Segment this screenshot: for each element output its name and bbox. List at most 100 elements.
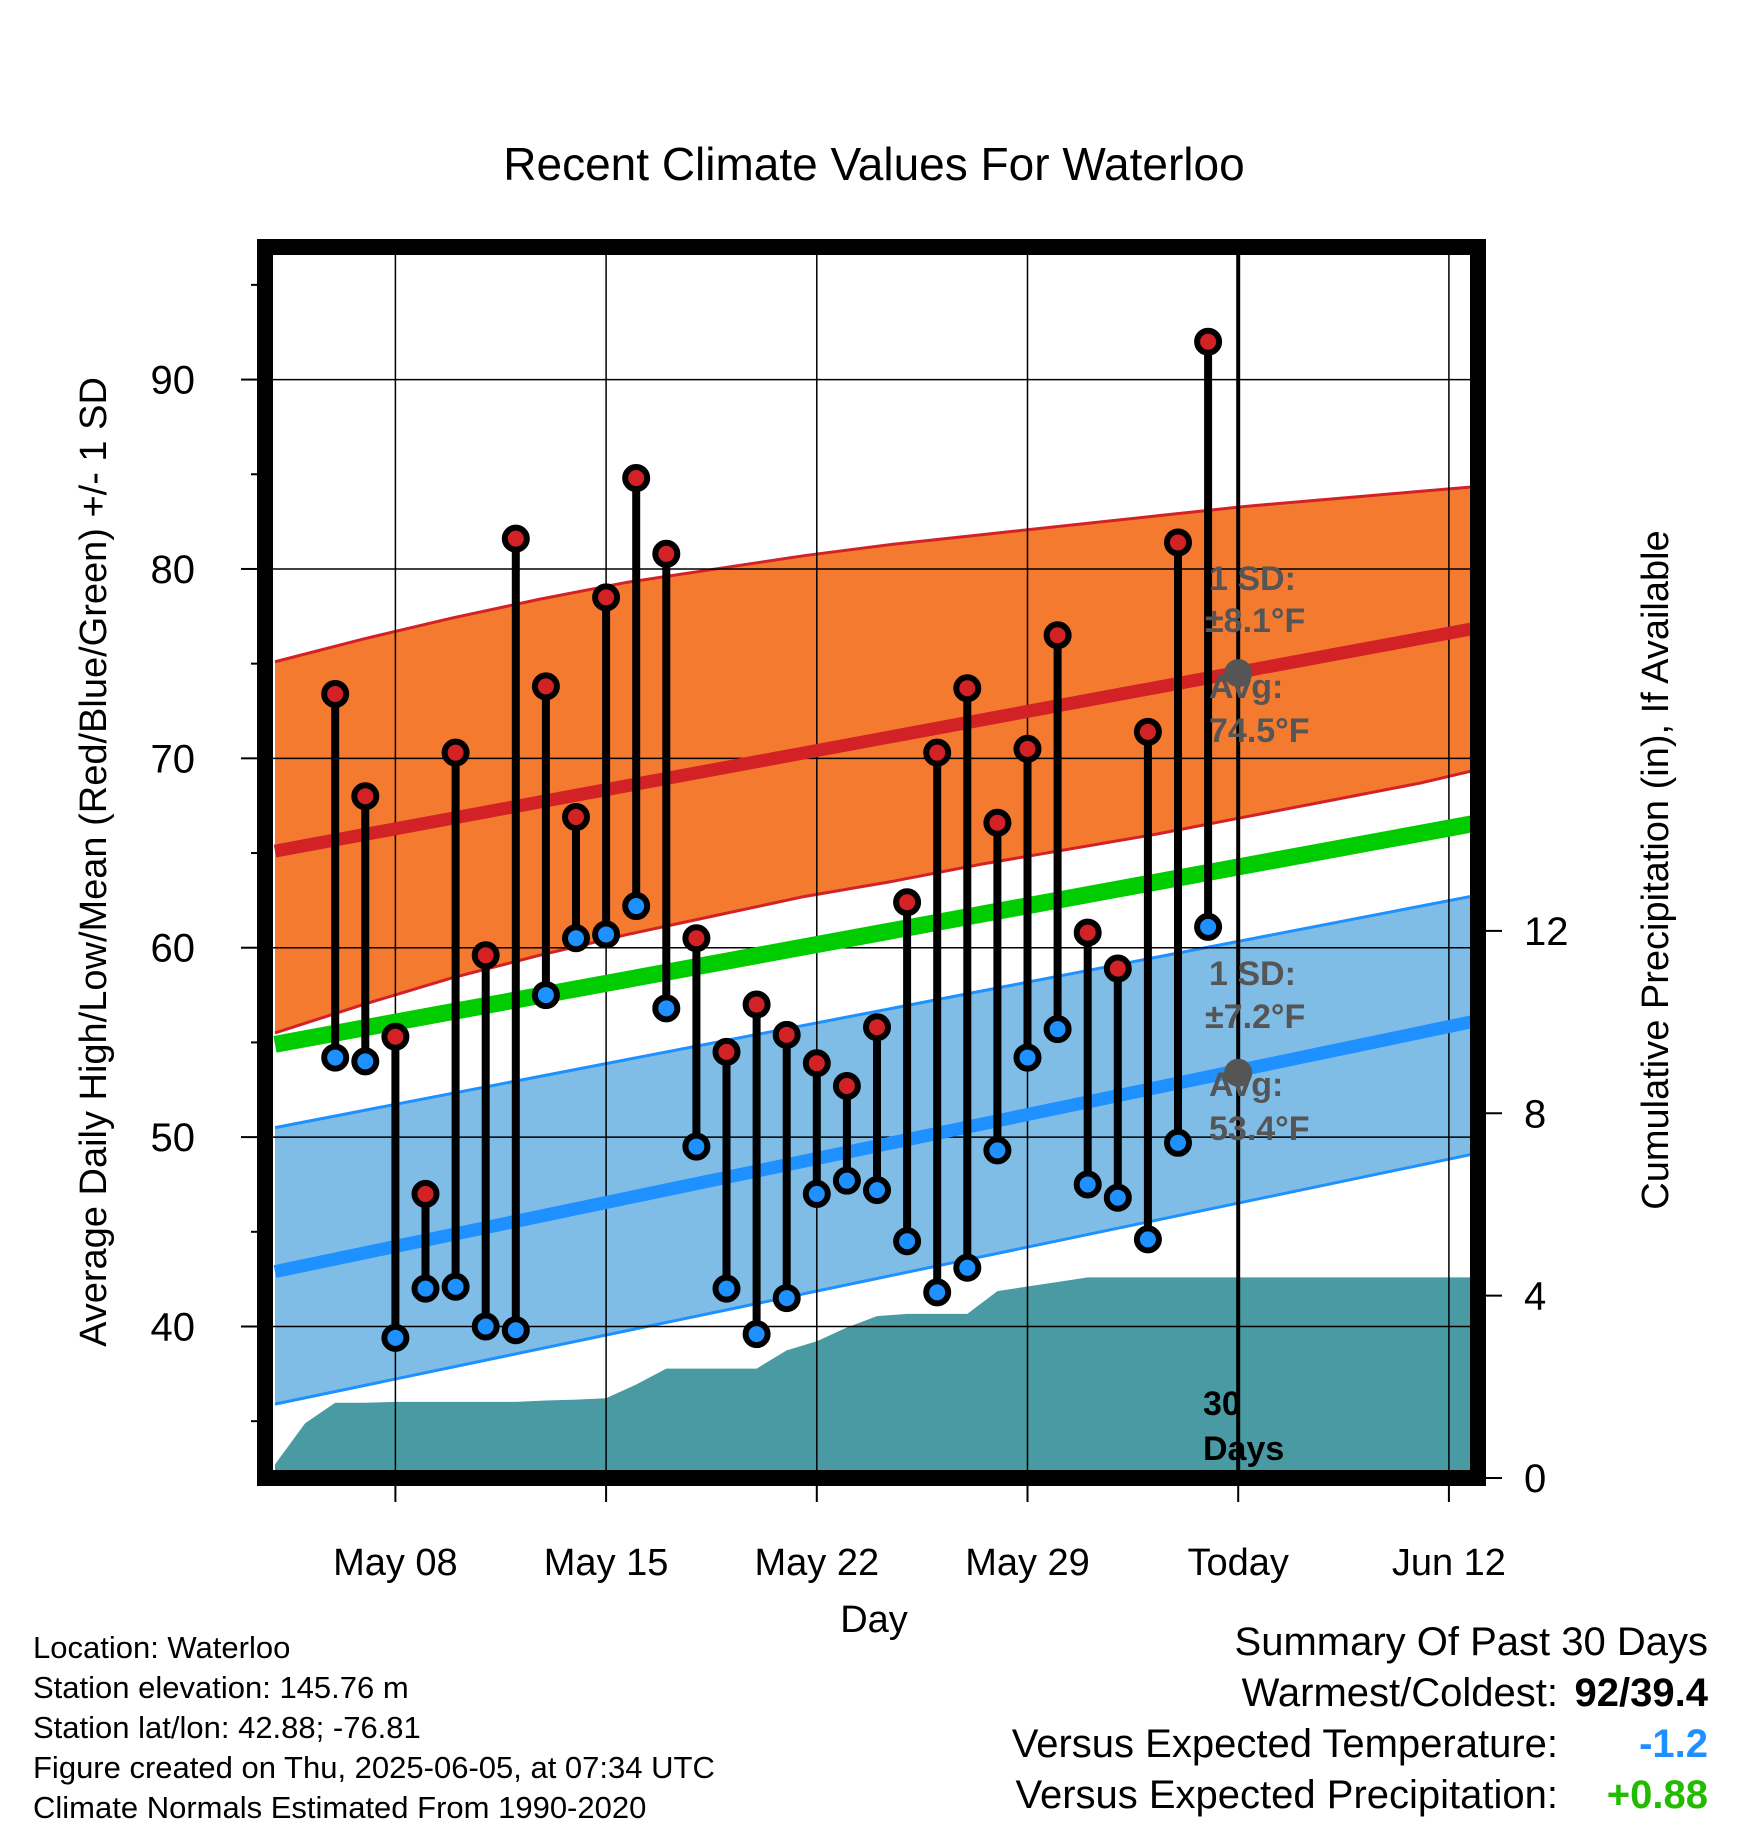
daily-high-point [772,1020,801,1049]
daily-high-point [471,941,500,970]
location-text: Location: Waterloo [33,1630,291,1665]
daily-low-point [1103,1183,1132,1212]
daily-high-point [1133,717,1162,746]
daily-high-point [501,524,530,553]
temp-anomaly-label: Versus Expected Temperature: [1011,1722,1558,1766]
daily-low-point [351,1047,380,1076]
low-avg-today-marker [1224,1058,1253,1087]
high-band-lower-edge [274,769,1473,1035]
high-avg-value: 74.5°F [1209,712,1310,750]
x-tick-label: Jun 12 [1392,1542,1506,1584]
daily-high-point [1043,621,1072,650]
chart-title: Recent Climate Values For Waterloo [503,138,1244,190]
x-tick-label: May 29 [965,1542,1090,1584]
daily-high-point [983,808,1012,837]
y-left-tick-label: 40 [151,1305,196,1349]
daily-low-point [742,1320,771,1349]
plot-frame [257,239,1486,1486]
warmest-coldest-label: Warmest/Coldest: [1241,1671,1558,1715]
daily-low-point [592,920,621,949]
y-right-tick-label: 0 [1524,1457,1546,1501]
summary-panel: Summary Of Past 30 Days Warmest/Coldest:… [1012,1620,1708,1824]
normals-text: Climate Normals Estimated From 1990-2020 [33,1790,647,1825]
daily-high-point [381,1022,410,1051]
daily-high-point [351,782,380,811]
daily-high-point [531,672,560,701]
warmest-coldest-row: Warmest/Coldest: 92/39.4 [1235,1671,1708,1722]
daily-low-point [1133,1225,1162,1254]
y-axis-left-label: Average Daily High/Low/Mean (Red/Blue/Gr… [73,377,115,1347]
summary-heading: Summary Of Past 30 Days [1234,1620,1708,1664]
daily-low-point [802,1179,831,1208]
x-tick-label: May 15 [544,1542,669,1584]
daily-low-point [893,1227,922,1256]
mean-line [273,815,1473,1053]
daily-high-point [1103,954,1132,983]
daily-low-point [471,1312,500,1341]
y-left-tick-label: 50 [151,1116,196,1160]
daily-high-point [742,990,771,1019]
precip-anomaly-value: +0.88 [1606,1773,1708,1817]
daily-high-point [802,1049,831,1078]
elevation-text: Station elevation: 145.76 m [33,1670,409,1705]
daily-low-point [441,1272,470,1301]
daily-low-point [321,1043,350,1072]
created-text: Figure created on Thu, 2025-06-05, at 07… [33,1750,715,1785]
y-left-tick-label: 70 [151,737,196,781]
daily-low-point [622,892,651,921]
low-avg-label: Avg: [1209,1066,1283,1104]
low-avg-line [273,1014,1473,1278]
latlon-text: Station lat/lon: 42.88; -76.81 [33,1710,421,1745]
temp-anomaly-value: -1.2 [1639,1722,1708,1766]
today-days-number: 30 [1203,1385,1241,1423]
daily-low-point [531,981,560,1010]
daily-low-point [1013,1043,1042,1072]
x-axis-label: Day [840,1599,908,1641]
temp-anomaly-row: Versus Expected Temperature: -1.2 [1012,1722,1708,1773]
y-left-tick-label: 90 [151,359,196,403]
daily-low-point [1194,912,1223,941]
low-avg-value: 53.4°F [1209,1110,1310,1148]
x-tick-label: Today [1187,1542,1288,1584]
daily-low-point [411,1274,440,1303]
daily-low-point [712,1274,741,1303]
station-info: Location: Waterloo Station elevation: 14… [33,1628,715,1828]
daily-high-point [321,679,350,708]
x-tick-label: May 08 [333,1542,458,1584]
high-avg-label: Avg: [1209,668,1283,706]
daily-low-point [1073,1170,1102,1199]
y-axis-right-label: Cumulative Precipitation (in), If Availa… [1635,530,1677,1209]
daily-low-point [923,1278,952,1307]
low-band-upper-edge [274,894,1473,1130]
daily-high-point [1073,918,1102,947]
daily-low-point [562,924,590,953]
high-sd-label: 1 SD: [1209,560,1296,598]
daily-low-point [953,1253,982,1282]
daily-low-point [381,1323,410,1352]
y-right-tick-label: 12 [1524,910,1569,954]
daily-high-point [1194,327,1223,356]
x-tick-label: May 22 [754,1542,879,1584]
daily-high-point [1164,528,1192,557]
y-left-tick-label: 80 [151,548,196,592]
high-band-upper-edge [274,485,1473,664]
daily-high-point [923,738,952,767]
daily-low-point [1164,1128,1192,1157]
plot-area [270,252,1473,1473]
daily-low-point [501,1316,530,1345]
daily-low-point [863,1176,891,1205]
daily-high-point [863,1013,891,1042]
high-avg-today-marker [1224,659,1253,688]
low-sd-label: 1 SD: [1209,955,1296,993]
low-band-lower-edge [274,1152,1473,1406]
daily-low-point [983,1136,1012,1165]
daily-low-point [772,1284,801,1313]
daily-high-point [953,674,982,703]
daily-low-point [682,1132,711,1161]
today-days-label: Days [1203,1430,1284,1468]
y-left-tick-label: 60 [151,927,196,971]
warmest-coldest-value: 92/39.4 [1574,1671,1708,1715]
y-right-tick-label: 8 [1524,1092,1546,1136]
daily-high-point [832,1071,861,1100]
daily-low-point [832,1166,861,1195]
